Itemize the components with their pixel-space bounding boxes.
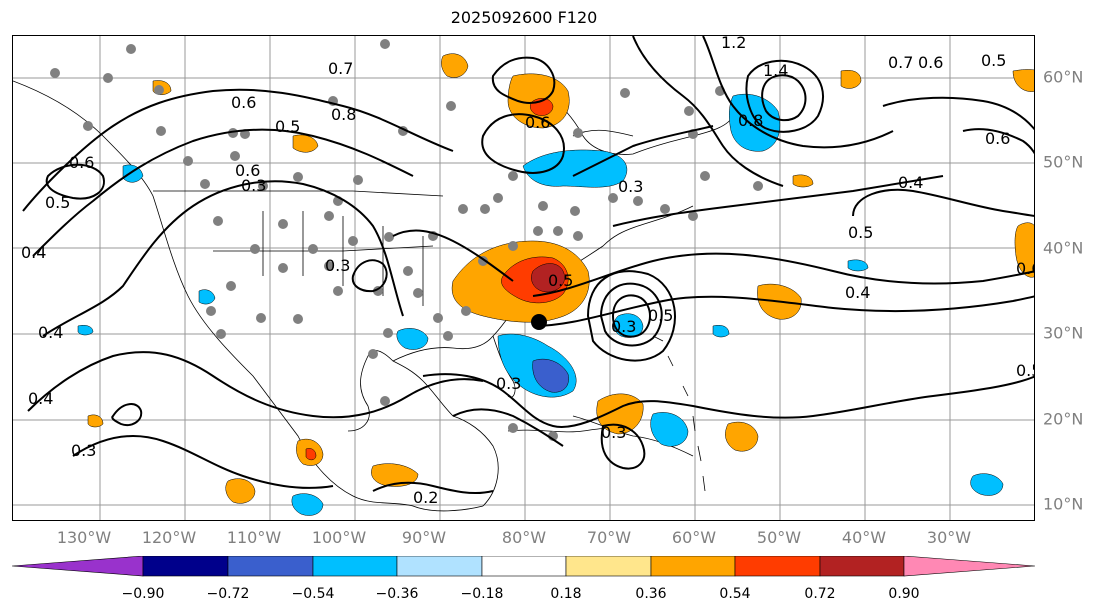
- lat-label: 40°N: [1043, 238, 1084, 258]
- lon-label: 60°W: [671, 528, 717, 547]
- contour-label: 0.7: [328, 59, 353, 78]
- lat-label: 50°N: [1043, 152, 1084, 172]
- contour-label: 0.3: [611, 317, 636, 336]
- colorbar-tick-label: −0.18: [460, 586, 504, 602]
- lat-label: 10°N: [1043, 494, 1084, 514]
- contour-label: 0.3: [496, 374, 521, 393]
- contour-label: 0.2: [413, 488, 438, 507]
- colorbar-seg: [650, 556, 736, 577]
- contour-label: 0.5: [45, 193, 70, 212]
- colorbar-seg: [903, 556, 1036, 577]
- lon-label: 70°W: [586, 528, 632, 547]
- contour-label: 0.6: [918, 53, 943, 72]
- colorbar-seg: [819, 556, 905, 577]
- lon-label: 90°W: [401, 528, 447, 547]
- contour-label: 0.3: [618, 177, 643, 196]
- contour-label: 0.5: [648, 306, 673, 325]
- contour-label: 0.3: [601, 423, 626, 442]
- lon-label: 80°W: [501, 528, 547, 547]
- map-canvas: 0.6 0.5 0.8 0.7 0.6 0.5 0.6 1.2 1.4 0.8 …: [13, 36, 1035, 520]
- contour-label: 0.5: [548, 271, 573, 290]
- contour-label: 0.4: [38, 323, 63, 342]
- lat-label: 30°N: [1043, 323, 1084, 343]
- contour-label: 0.8: [331, 105, 356, 124]
- contour-label: 0.6: [69, 153, 94, 172]
- contour-label: 1.4: [763, 61, 788, 80]
- contour-label: 0.4: [898, 173, 923, 192]
- contour-label: 0.5: [275, 117, 300, 136]
- colorbar-tick-label: 0.18: [550, 586, 582, 602]
- lon-label: 50°W: [756, 528, 802, 547]
- contour-label: 0.8: [738, 111, 763, 130]
- contour-label: 0.4: [845, 283, 870, 302]
- lon-label: 120°W: [141, 528, 197, 547]
- contour-label: 0.5: [1016, 361, 1035, 380]
- colorbar-tick-label: −0.90: [121, 586, 165, 602]
- colorbar-seg: [565, 556, 652, 577]
- lon-label: 100°W: [311, 528, 367, 547]
- colorbar-seg: [734, 556, 821, 577]
- contour-label: 0.5: [848, 223, 873, 242]
- contour-lines: [22, 36, 1034, 495]
- colorbar-seg: [312, 556, 398, 577]
- colorbar: [11, 556, 1036, 577]
- colorbar-tick-label: 0.72: [804, 586, 836, 602]
- contour-label: 1.2: [721, 36, 746, 52]
- contour-label: 0.6: [985, 129, 1010, 148]
- colorbar-tick-label: 0.90: [888, 586, 920, 602]
- lon-label: 110°W: [226, 528, 282, 547]
- station-dots: [50, 39, 763, 441]
- contour-label: 0.3: [325, 256, 350, 275]
- contour-label: 0.3: [241, 176, 266, 195]
- map-title: 2025092600 F120: [450, 8, 598, 27]
- colorbar-seg: [142, 556, 229, 577]
- colorbar-seg: [481, 556, 567, 577]
- lon-label: 30°W: [926, 528, 972, 547]
- lon-label: 130°W: [56, 528, 112, 547]
- colorbar-tick-label: 0.36: [635, 586, 667, 602]
- contour-label: 0.4: [28, 389, 53, 408]
- colorbar-tick-label: −0.72: [206, 586, 250, 602]
- contour-label: 0.6: [231, 93, 256, 112]
- storm-center-marker: [531, 314, 547, 330]
- contour-label: 0.6: [1016, 259, 1035, 278]
- colorbar-tick-label: −0.36: [375, 586, 419, 602]
- contour-label: 0.5: [981, 51, 1006, 70]
- colorbar-seg: [396, 556, 483, 577]
- contour-label: 0.4: [21, 243, 46, 262]
- colorbar-tick-label: −0.54: [291, 586, 335, 602]
- lon-label: 40°W: [841, 528, 887, 547]
- colorbar-tick-label: 0.54: [719, 586, 751, 602]
- colorbar-seg: [227, 556, 314, 577]
- contour-label: 0.3: [71, 441, 96, 460]
- contour-label: 0.7: [888, 53, 913, 72]
- lat-label: 20°N: [1043, 409, 1084, 429]
- lat-label: 60°N: [1043, 67, 1084, 87]
- contour-label-group: 0.6 0.5 0.8 0.7 0.6 0.5 0.6 1.2 1.4 0.8 …: [21, 36, 1035, 507]
- map-area: 0.6 0.5 0.8 0.7 0.6 0.5 0.6 1.2 1.4 0.8 …: [12, 35, 1035, 521]
- colorbar-seg: [11, 556, 144, 577]
- contour-label: 0.6: [235, 161, 260, 180]
- contour-label: 0.6: [525, 113, 550, 132]
